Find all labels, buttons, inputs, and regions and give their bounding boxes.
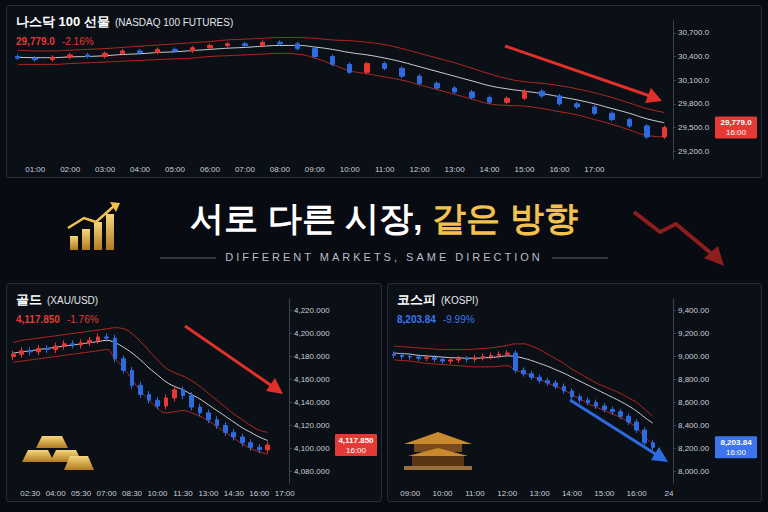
svg-text:01:00: 01:00 [25,165,46,174]
svg-text:4,180.000: 4,180.000 [294,352,330,361]
html-text:서로 다른 시장, 같은 방향: 서로 다른 시장, 같은 방향 [190,199,578,237]
svg-text:8,203.84: 8,203.84 [720,438,752,447]
html-text:코스피 (KOSPI): 코스피 (KOSPI) [397,292,479,307]
svg-text:4,220.000: 4,220.000 [294,306,330,315]
svg-text:06:00: 06:00 [200,165,221,174]
svg-text:15:00: 15:00 [514,165,535,174]
svg-text:30,400.0: 30,400.0 [678,52,710,61]
html-text:-2.16%: -2.16% [61,36,94,47]
svg-text:16:00: 16:00 [249,489,270,498]
svg-text:16:00: 16:00 [549,165,570,174]
html-text:8,203.84: 8,203.84 [397,314,436,325]
svg-text:29,500.0: 29,500.0 [678,123,710,132]
svg-text:29,200.0: 29,200.0 [678,147,710,156]
svg-text:11:30: 11:30 [173,489,193,498]
html-text:-9.99%: -9.99% [442,314,475,325]
svg-text:8,600.00: 8,600.00 [678,398,710,407]
svg-text:4,080.000: 4,080.000 [294,467,330,476]
html-text:29,779.0: 29,779.0 [16,36,55,47]
svg-text:8,200.00: 8,200.00 [678,444,710,453]
svg-text:24: 24 [665,489,674,498]
svg-text:8,800.00: 8,800.00 [678,375,710,384]
html-text:-1.76%: -1.76% [66,314,99,325]
svg-text:4,120.000: 4,120.000 [294,421,330,430]
svg-text:11:00: 11:00 [465,489,485,498]
svg-text:16:00: 16:00 [726,128,747,137]
svg-text:4,117.850: 4,117.850 [338,436,374,445]
svg-text:12:00: 12:00 [410,165,431,174]
svg-text:08:00: 08:00 [270,165,291,174]
svg-text:08:30: 08:30 [122,489,143,498]
svg-text:29,779.0: 29,779.0 [720,118,752,127]
svg-text:13:00: 13:00 [445,165,466,174]
svg-text:02:30: 02:30 [20,489,41,498]
svg-text:07:00: 07:00 [235,165,256,174]
svg-text:9,000.00: 9,000.00 [678,352,710,361]
svg-text:12:00: 12:00 [497,489,518,498]
html-text:골드 (XAU/USD): 골드 (XAU/USD) [16,292,99,307]
svg-text:8,400.00: 8,400.00 [678,421,710,430]
html-text:나스닥 100 선물 (NASDAQ 100 FUTURES: 나스닥 100 선물 (NASDAQ 100 FUTURES) [16,14,234,29]
svg-text:11:00: 11:00 [375,165,395,174]
svg-text:4,140.000: 4,140.000 [294,398,330,407]
svg-text:9,400.00: 9,400.00 [678,306,710,315]
svg-text:03:00: 03:00 [95,165,116,174]
svg-text:14:30: 14:30 [224,489,245,498]
svg-text:09:00: 09:00 [400,489,421,498]
svg-text:30,700.0: 30,700.0 [678,28,710,37]
svg-text:15:00: 15:00 [594,489,615,498]
svg-text:16:00: 16:00 [627,489,648,498]
svg-text:10:00: 10:00 [147,489,168,498]
svg-text:4,160.000: 4,160.000 [294,375,330,384]
svg-text:04:00: 04:00 [130,165,151,174]
svg-text:07:00: 07:00 [97,489,118,498]
svg-text:14:00: 14:00 [562,489,583,498]
html-text:4,117.850: 4,117.850 [16,314,60,325]
svg-text:17:00: 17:00 [275,489,296,498]
svg-text:8,000.00: 8,000.00 [678,467,710,476]
svg-text:05:30: 05:30 [71,489,92,498]
html-text:DIFFERENT MARKETS, SAME DIRECT: DIFFERENT MARKETS, SAME DIRECTION [225,251,543,263]
svg-text:14:00: 14:00 [480,165,501,174]
svg-text:09:00: 09:00 [305,165,326,174]
svg-text:4,100.000: 4,100.000 [294,444,330,453]
svg-text:9,200.00: 9,200.00 [678,329,710,338]
svg-text:16:00: 16:00 [726,448,747,457]
svg-text:13:00: 13:00 [530,489,551,498]
svg-text:10:00: 10:00 [340,165,361,174]
svg-text:4,200.000: 4,200.000 [294,329,330,338]
svg-text:10:00: 10:00 [433,489,454,498]
svg-text:30,100.0: 30,100.0 [678,76,710,85]
svg-text:16:00: 16:00 [346,446,367,455]
svg-text:04:00: 04:00 [46,489,67,498]
svg-text:17:00: 17:00 [584,165,605,174]
svg-text:02:00: 02:00 [60,165,81,174]
svg-text:13:00: 13:00 [198,489,219,498]
svg-text:29,800.0: 29,800.0 [678,99,710,108]
svg-text:05:00: 05:00 [165,165,186,174]
